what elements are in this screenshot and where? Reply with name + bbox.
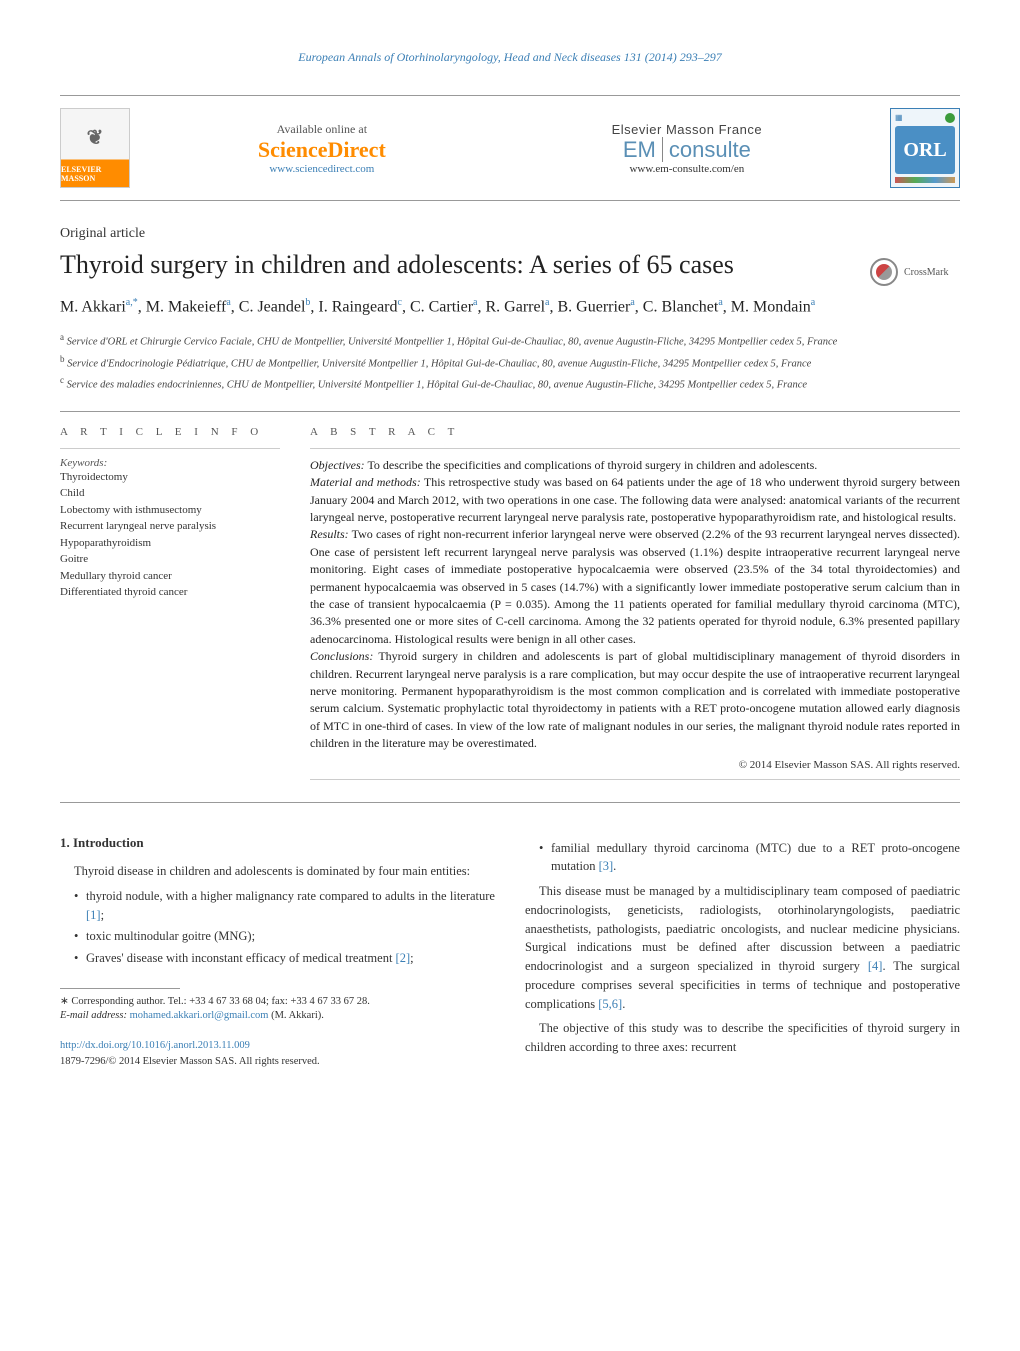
body-columns: 1. Introduction Thyroid disease in child…	[60, 833, 960, 1070]
divider	[310, 779, 960, 780]
article-info-column: A R T I C L E I N F O Keywords: Thyroide…	[60, 426, 280, 788]
cover-corner-icon: ▦	[895, 113, 903, 123]
keywords-head: Keywords:	[60, 457, 280, 469]
divider	[310, 448, 960, 449]
intro-bullets-left: thyroid nodule, with a higher malignancy…	[60, 887, 495, 968]
sciencedirect-block: Available online at ScienceDirect www.sc…	[258, 122, 386, 175]
em-consulte-brand: EMconsulte	[612, 137, 762, 163]
list-item: toxic multinodular goitre (MNG);	[74, 927, 495, 946]
section-head-introduction: 1. Introduction	[60, 833, 495, 853]
available-online-label: Available online at	[258, 122, 386, 137]
keyword-item: Lobectomy with isthmusectomy	[60, 502, 280, 519]
crossmark-label: CrossMark	[904, 267, 948, 278]
abstract-material-label: Material and methods:	[310, 475, 421, 489]
affiliation-c: c Service des maladies endocriniennes, C…	[60, 374, 960, 393]
keyword-item: Goitre	[60, 551, 280, 568]
sciencedirect-url[interactable]: www.sciencedirect.com	[258, 163, 386, 175]
em-consulte-url[interactable]: www.em-consulte.com/en	[612, 163, 762, 175]
intro-paragraph: Thyroid disease in children and adolesce…	[60, 862, 495, 881]
keyword-item: Child	[60, 485, 280, 502]
crossmark-icon	[870, 258, 898, 286]
keyword-item: Differentiated thyroid cancer	[60, 584, 280, 601]
article-type: Original article	[60, 226, 960, 242]
left-column: 1. Introduction Thyroid disease in child…	[60, 833, 495, 1070]
running-head: European Annals of Otorhinolaryngology, …	[60, 50, 960, 65]
right-paragraph-1: This disease must be managed by a multid…	[525, 882, 960, 1013]
abstract-copyright: © 2014 Elsevier Masson SAS. All rights r…	[310, 759, 960, 771]
elsevier-tree-icon: ❦	[87, 109, 104, 165]
elsevier-label: ELSEVIER MASSON	[61, 165, 129, 183]
keyword-item: Thyroidectomy	[60, 469, 280, 486]
authors: M. Akkaria,*, M. Makeieffa, C. Jeandelb,…	[60, 295, 960, 319]
right-column: familial medullary thyroid carcinoma (MT…	[525, 833, 960, 1070]
affiliation-b: b Service d'Endocrinologie Pédiatrique, …	[60, 353, 960, 372]
abstract-results-label: Results:	[310, 527, 349, 541]
keyword-item: Recurrent laryngeal nerve paralysis	[60, 518, 280, 535]
crossmark-badge[interactable]: CrossMark	[870, 258, 960, 286]
keyword-item: Hypoparathyroidism	[60, 535, 280, 552]
ref-link[interactable]: [1]	[86, 908, 101, 922]
divider	[60, 802, 960, 803]
abstract-objectives-label: Objectives:	[310, 458, 365, 472]
elsevier-masson-label: Elsevier Masson France	[612, 122, 762, 137]
affiliations: a Service d'ORL et Chirurgie Cervico Fac…	[60, 331, 960, 393]
issn-copyright: 1879-7296/© 2014 Elsevier Masson SAS. Al…	[60, 1056, 320, 1067]
doi-block: http://dx.doi.org/10.1016/j.anorl.2013.1…	[60, 1038, 495, 1070]
cover-dot-icon	[945, 113, 955, 123]
list-item: thyroid nodule, with a higher malignancy…	[74, 887, 495, 925]
sciencedirect-brand: ScienceDirect	[258, 137, 386, 163]
journal-cover-icon: ▦ ORL	[890, 108, 960, 188]
consulte-text: consulte	[669, 137, 751, 162]
keywords-list: ThyroidectomyChildLobectomy with isthmus…	[60, 469, 280, 601]
ref-link[interactable]: [3]	[599, 859, 614, 873]
cover-color-bar	[895, 177, 955, 183]
ref-link[interactable]: [2]	[396, 951, 411, 965]
ref-link[interactable]: [5,6]	[598, 997, 622, 1011]
corresponding-author: ∗ Corresponding author. Tel.: +33 4 67 3…	[60, 995, 495, 1010]
footnotes: ∗ Corresponding author. Tel.: +33 4 67 3…	[60, 995, 495, 1024]
elsevier-logo: ❦ ELSEVIER MASSON	[60, 108, 130, 188]
email-author: (M. Akkari).	[271, 1010, 324, 1021]
list-item: familial medullary thyroid carcinoma (MT…	[539, 839, 960, 877]
doi-link[interactable]: http://dx.doi.org/10.1016/j.anorl.2013.1…	[60, 1040, 250, 1051]
abstract-conclusions-label: Conclusions:	[310, 649, 373, 663]
divider	[60, 448, 280, 449]
article-title: Thyroid surgery in children and adolesce…	[60, 250, 870, 280]
orl-label: ORL	[895, 126, 955, 174]
abstract-column: A B S T R A C T Objectives: To describe …	[310, 426, 960, 788]
email-label: E-mail address:	[60, 1010, 127, 1021]
ref-link[interactable]: [4]	[868, 959, 883, 973]
em-consulte-block: Elsevier Masson France EMconsulte www.em…	[612, 122, 762, 175]
abstract-conclusions: Thyroid surgery in children and adolesce…	[310, 649, 960, 750]
footnote-rule	[60, 988, 180, 989]
email-link[interactable]: mohamed.akkari.orl@gmail.com	[130, 1010, 269, 1021]
list-item: Graves' disease with inconstant efficacy…	[74, 949, 495, 968]
abstract-body: Objectives: To describe the specificitie…	[310, 457, 960, 753]
em-text: EM	[623, 137, 663, 162]
keyword-item: Medullary thyroid cancer	[60, 568, 280, 585]
abstract-results: Two cases of right non-recurrent inferio…	[310, 527, 960, 645]
affiliation-a: a Service d'ORL et Chirurgie Cervico Fac…	[60, 331, 960, 350]
intro-bullets-right: familial medullary thyroid carcinoma (MT…	[525, 839, 960, 877]
masthead: ❦ ELSEVIER MASSON Available online at Sc…	[60, 95, 960, 201]
divider	[60, 411, 960, 412]
abstract-head: A B S T R A C T	[310, 426, 960, 438]
abstract-objectives: To describe the specificities and compli…	[367, 458, 817, 472]
article-info-head: A R T I C L E I N F O	[60, 426, 280, 438]
right-paragraph-2: The objective of this study was to descr…	[525, 1019, 960, 1057]
